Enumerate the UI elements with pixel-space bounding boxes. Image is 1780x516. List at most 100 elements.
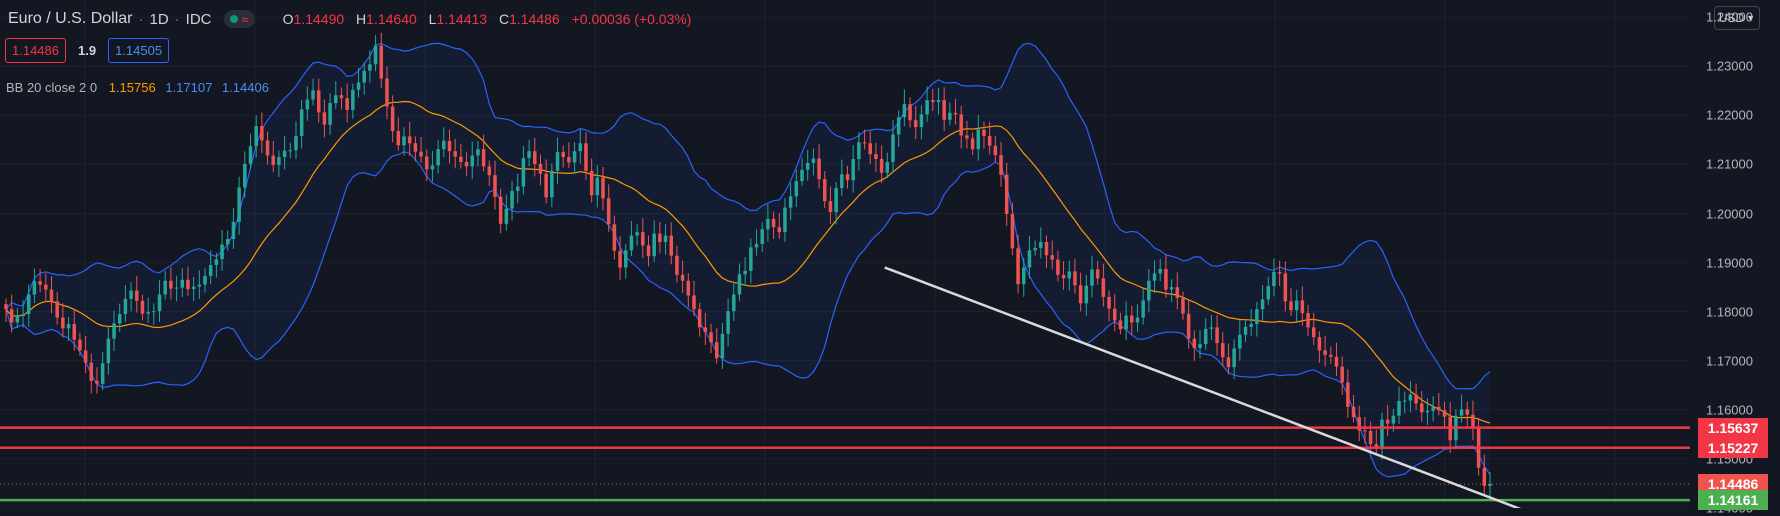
candle-body	[1351, 406, 1356, 418]
candle-body	[646, 245, 651, 257]
candle-body	[845, 174, 850, 181]
candle-body	[436, 149, 440, 166]
candle-body	[294, 135, 298, 151]
candle-body	[1368, 430, 1373, 445]
candle-body	[1363, 430, 1367, 432]
candle-body	[635, 232, 639, 236]
candle-body	[1459, 409, 1464, 416]
candle-body	[424, 156, 429, 170]
candle-body	[726, 311, 730, 334]
candle-body	[351, 89, 355, 110]
change-value: +0.00036 (+0.03%)	[571, 11, 692, 27]
bb-fill	[6, 43, 1490, 477]
candle-body	[1425, 410, 1430, 413]
candle-body	[1147, 280, 1151, 301]
candle-body	[157, 294, 162, 312]
candle-body	[1061, 274, 1066, 279]
candle-body	[538, 163, 543, 174]
candle-body	[231, 221, 236, 240]
candle-body	[174, 287, 179, 289]
candle-body	[208, 265, 213, 276]
candle-body	[1033, 247, 1037, 251]
candle-body	[1152, 273, 1157, 281]
candle-body	[1215, 327, 1219, 344]
candle-body	[1346, 382, 1350, 407]
candle-body	[1311, 327, 1316, 338]
candle-body	[1175, 287, 1180, 298]
candle-body	[1158, 268, 1162, 274]
candle-body	[737, 274, 742, 295]
bb-upper-value: 1.17107	[165, 80, 213, 95]
candle-body	[1465, 409, 1470, 415]
candle-body	[965, 135, 969, 139]
candle-body	[1357, 417, 1361, 431]
candle-body	[1078, 285, 1083, 304]
currency-dropdown[interactable]: USD ▼	[1714, 6, 1760, 30]
candle-body	[169, 280, 173, 289]
open-value: 1.14490	[293, 11, 345, 27]
candle-body	[1482, 467, 1487, 486]
candle-body	[1334, 356, 1339, 367]
candle-body	[732, 294, 736, 312]
candle-body	[521, 158, 526, 187]
candle-body	[61, 317, 65, 329]
candle-body	[21, 314, 25, 317]
candle-body	[1488, 483, 1492, 486]
candle-body	[140, 300, 145, 314]
candle-body	[334, 95, 338, 104]
candle-body	[959, 114, 963, 136]
indicator-legend[interactable]: BB 20 close 2 0 1.15756 1.17107 1.14406	[6, 80, 275, 95]
candle-body	[1272, 271, 1276, 287]
candle-body	[38, 281, 42, 285]
candle-body	[362, 70, 366, 83]
candle-body	[658, 233, 662, 242]
candle-body	[447, 140, 452, 152]
candle-body	[186, 279, 190, 290]
interval-label[interactable]: 1D	[149, 10, 169, 28]
symbol-name[interactable]: Euro / U.S. Dollar	[8, 10, 133, 27]
candle-body	[442, 140, 446, 150]
wave-icon: ≈	[241, 11, 249, 27]
candle-body	[788, 196, 793, 208]
candle-body	[15, 316, 20, 323]
candle-body	[1255, 309, 1259, 324]
sell-button[interactable]: 1.14486	[5, 38, 66, 63]
candle-body	[919, 114, 924, 128]
candle-body	[612, 224, 617, 251]
candle-body	[544, 173, 548, 198]
candle-body	[498, 196, 503, 224]
candle-body	[1198, 344, 1202, 348]
candle-body	[1294, 300, 1299, 311]
candle-body	[550, 170, 554, 198]
candle-body	[191, 286, 196, 290]
candle-body	[1232, 348, 1236, 368]
candle-body	[225, 239, 230, 245]
market-status[interactable]: ≈	[223, 10, 255, 28]
buy-button[interactable]: 1.14505	[108, 38, 170, 63]
candle-body	[214, 259, 219, 266]
candle-body	[243, 163, 247, 188]
candle-body	[857, 142, 861, 160]
candle-body	[749, 247, 753, 271]
candle-body	[1118, 320, 1123, 330]
candle-body	[1374, 444, 1379, 449]
candle-body	[669, 235, 674, 256]
separator: ·	[174, 10, 180, 28]
candle-body	[652, 233, 656, 257]
candle-body	[948, 112, 952, 120]
close-label: C	[498, 11, 510, 27]
trendline	[884, 266, 1522, 508]
candle-body	[180, 279, 185, 288]
candle-body	[663, 235, 668, 242]
candle-body	[533, 151, 537, 164]
candle-body	[254, 126, 258, 147]
candle-body	[49, 289, 54, 302]
candle-body	[1192, 338, 1197, 348]
candle-body	[1397, 401, 1401, 416]
candle-body	[1186, 313, 1191, 339]
candle-body	[618, 250, 622, 268]
low-label: L	[428, 11, 437, 27]
candle-body	[373, 45, 378, 65]
indicator-name[interactable]: BB 20 close 2 0	[6, 80, 98, 95]
